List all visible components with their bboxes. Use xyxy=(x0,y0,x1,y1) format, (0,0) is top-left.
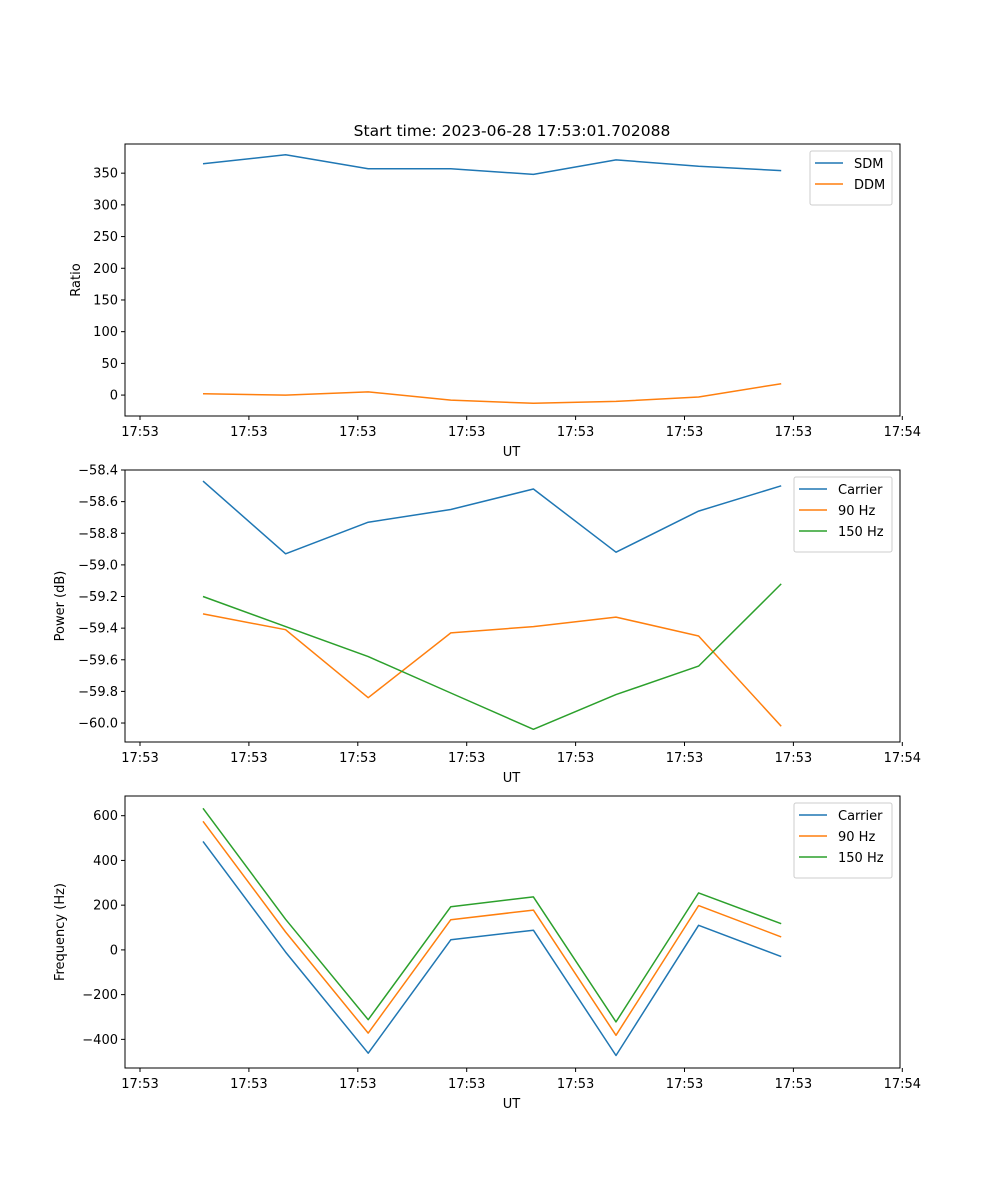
x-axis-label: UT xyxy=(503,1097,521,1112)
x-tick-label: 17:53 xyxy=(775,425,812,440)
legend-label: Carrier xyxy=(838,809,883,824)
y-tick-label: 0 xyxy=(110,943,118,958)
x-tick-label: 17:54 xyxy=(884,1077,921,1092)
x-tick-label: 17:53 xyxy=(775,1077,812,1092)
x-tick-label: 17:54 xyxy=(884,751,921,766)
y-tick-label: 0 xyxy=(110,389,118,404)
y-tick-label: 350 xyxy=(93,167,118,182)
series-line-150-hz xyxy=(202,807,782,1023)
y-tick-label: −59.0 xyxy=(78,558,118,573)
y-tick-label: 100 xyxy=(93,325,118,340)
y-tick-label: 300 xyxy=(93,198,118,213)
y-axis-label: Frequency (Hz) xyxy=(53,883,68,981)
chart-panel-2: 17:53 17:53 17:53 17:53 17:53 17:53 17:53 17:54… xyxy=(53,464,921,787)
y-tick-label: −60.0 xyxy=(78,717,118,732)
x-tick-label: 17:53 xyxy=(775,751,812,766)
y-tick-label: 200 xyxy=(93,899,118,914)
series-line-150-hz xyxy=(202,583,782,731)
x-axis-label: UT xyxy=(503,445,521,460)
x-tick-label: 17:53 xyxy=(557,425,594,440)
series-line-carrier xyxy=(202,480,782,555)
y-tick-label: −200 xyxy=(82,988,118,1003)
y-tick-label: −58.4 xyxy=(78,464,118,479)
x-tick-label: 17:53 xyxy=(339,425,376,440)
y-tick-label: −58.6 xyxy=(78,495,118,510)
series-line-sdm xyxy=(202,154,782,176)
legend: SDM DDM xyxy=(809,150,893,206)
x-tick-label: 17:53 xyxy=(230,425,267,440)
y-tick-label: −59.8 xyxy=(78,685,118,700)
y-tick-label: −59.4 xyxy=(78,622,118,637)
y-tick-label: 150 xyxy=(93,293,118,308)
x-tick-label: 17:53 xyxy=(448,425,485,440)
series-line-ddm xyxy=(202,382,782,405)
x-tick-label: 17:53 xyxy=(666,425,703,440)
chart-panel-3: 17:53 17:53 17:53 17:53 17:53 17:53 17:53 17:54… xyxy=(53,795,921,1112)
x-tick-label: 17:53 xyxy=(339,751,376,766)
series-line-90-hz xyxy=(202,820,782,1037)
series-line-carrier xyxy=(202,840,782,1057)
plot-area-frame xyxy=(124,143,901,417)
legend-label: 90 Hz xyxy=(838,830,875,845)
x-tick-label: 17:53 xyxy=(448,751,485,766)
x-tick-label: 17:53 xyxy=(557,1077,594,1092)
x-tick-label: 17:53 xyxy=(666,1077,703,1092)
plot-area-frame xyxy=(124,795,901,1069)
x-tick-label: 17:53 xyxy=(121,751,158,766)
chart-panels: 17:53 17:53 17:53 17:53 17:53 17:53 17:53 17:54… xyxy=(53,143,921,1112)
y-axis-label: Power (dB) xyxy=(53,571,68,642)
legend: Carrier 90 Hz 150 Hz xyxy=(793,476,893,553)
x-tick-label: 17:53 xyxy=(121,1077,158,1092)
y-tick-label: 200 xyxy=(93,262,118,277)
legend: Carrier 90 Hz 150 Hz xyxy=(793,802,893,879)
x-tick-label: 17:54 xyxy=(884,425,921,440)
y-tick-label: 50 xyxy=(101,357,118,372)
y-tick-label: −58.8 xyxy=(78,527,118,542)
figure-title: Start time: 2023-06-28 17:53:01.702088 xyxy=(354,122,671,140)
x-tick-label: 17:53 xyxy=(230,1077,267,1092)
legend-label: SDM xyxy=(854,157,883,172)
x-tick-label: 17:53 xyxy=(230,751,267,766)
y-tick-label: 400 xyxy=(93,854,118,869)
x-axis-label: UT xyxy=(503,771,521,786)
legend-label: 150 Hz xyxy=(838,851,884,866)
x-tick-label: 17:53 xyxy=(557,751,594,766)
legend-frame xyxy=(793,802,893,879)
legend-label: Carrier xyxy=(838,483,883,498)
plot-area-frame xyxy=(124,469,901,743)
y-axis-label: Ratio xyxy=(69,263,84,296)
chart-panel-1: 17:53 17:53 17:53 17:53 17:53 17:53 17:53 17:54… xyxy=(69,143,921,460)
x-tick-label: 17:53 xyxy=(339,1077,376,1092)
y-tick-label: 250 xyxy=(93,230,118,245)
x-tick-label: 17:53 xyxy=(666,751,703,766)
y-tick-label: −400 xyxy=(82,1033,118,1048)
y-tick-label: −59.6 xyxy=(78,653,118,668)
x-tick-label: 17:53 xyxy=(121,425,158,440)
legend-frame xyxy=(793,476,893,553)
legend-frame xyxy=(809,150,893,206)
legend-label: DDM xyxy=(854,178,885,193)
x-tick-label: 17:53 xyxy=(448,1077,485,1092)
legend-label: 150 Hz xyxy=(838,525,884,540)
legend-label: 90 Hz xyxy=(838,504,875,519)
y-tick-label: −59.2 xyxy=(78,590,118,605)
y-tick-label: 600 xyxy=(93,809,118,824)
series-line-90-hz xyxy=(202,613,782,727)
